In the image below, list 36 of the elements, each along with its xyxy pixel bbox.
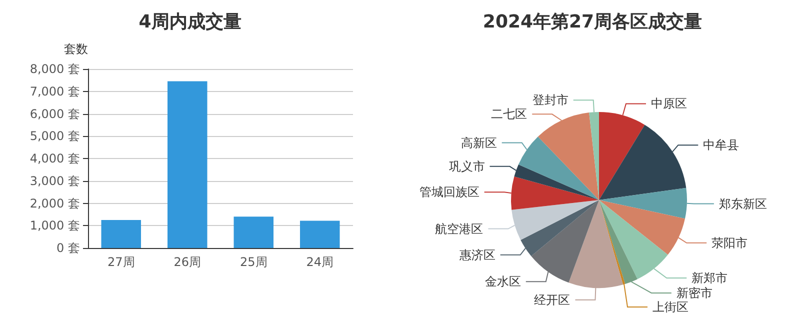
y-tick-label: 5,000 套: [30, 129, 80, 144]
y-tick-label: 2,000 套: [30, 196, 80, 210]
chart-title: 2024年第27周各区成交量: [482, 12, 702, 32]
y-tick-label: 4,000 套: [30, 152, 80, 166]
y-tick-label: 0 套: [56, 241, 80, 255]
y-axis-title: 套数: [64, 42, 88, 56]
slice-label: 巩义市: [448, 159, 485, 174]
chart-title: 4周内成交量: [138, 12, 242, 32]
slice-label: 二七区: [491, 107, 528, 122]
slice-label: 中牟县: [703, 138, 740, 152]
slice-label: 惠济区: [458, 248, 496, 262]
y-tick-label: 7,000 套: [30, 84, 80, 98]
slice-label: 新郑市: [692, 271, 728, 286]
x-tick-label: 27周: [107, 255, 135, 269]
y-tick-label: 6,000 套: [30, 106, 80, 121]
slice-label: 登封市: [532, 93, 568, 108]
slice-label: 新密市: [676, 286, 712, 300]
slice-label: 荥阳市: [712, 236, 748, 250]
slice-label: 上街区: [652, 300, 688, 314]
bar: [300, 220, 340, 248]
x-tick-label: 26周: [174, 255, 202, 269]
x-tick-label: 24周: [306, 255, 334, 269]
y-tick-label: 3,000 套: [30, 174, 80, 188]
slice-label: 金水区: [484, 274, 521, 289]
bar: [101, 220, 141, 248]
x-tick-label: 25周: [240, 255, 268, 269]
slice-label: 经开区: [534, 292, 570, 307]
bar: [168, 81, 208, 248]
bar: [234, 216, 274, 248]
slice-label: 郑东新区: [718, 196, 767, 211]
y-tick-label: 1,000 套: [30, 218, 80, 233]
slice-label: 中原区: [650, 96, 687, 111]
slice-label: 高新区: [460, 136, 497, 150]
y-tick-label: 8,000 套: [30, 62, 80, 76]
slice-label: 航空港区: [435, 222, 484, 236]
slice-label: 管城回族区: [419, 185, 480, 200]
